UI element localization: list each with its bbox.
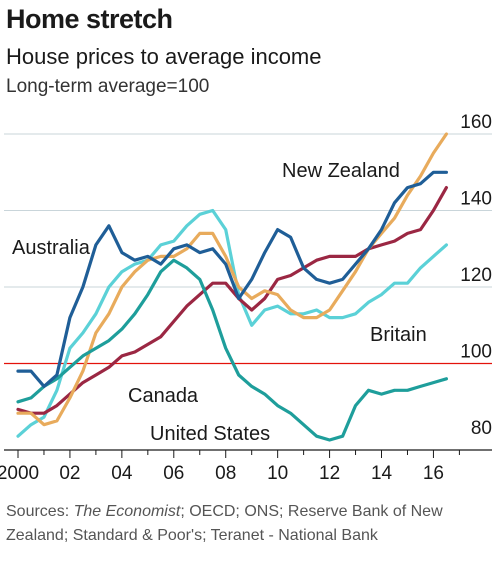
series-line-canada: [16, 186, 448, 415]
x-tick-label: 08: [215, 463, 236, 484]
chart-unit-note: Long-term average=100: [6, 76, 210, 97]
series-label-britain: Britain: [370, 324, 427, 346]
chart-title: Home stretch: [6, 4, 173, 34]
series-label-australia: Australia: [12, 237, 91, 259]
x-tick-label: 10: [267, 463, 288, 484]
y-tick-label: 80: [471, 418, 492, 439]
x-tick-label: 12: [319, 463, 340, 484]
series-label-canada: Canada: [128, 385, 199, 407]
series-line-australia: [16, 170, 448, 388]
x-tick-label: 14: [371, 463, 393, 484]
x-tick-label: 2000: [0, 463, 39, 484]
series-label-united-states: United States: [150, 423, 270, 445]
line-chart: 80 100 120 140 160 2000 02 04 06 08 10 12 14 16 Aust…: [0, 112, 492, 484]
y-tick-label: 140: [460, 189, 492, 210]
x-tick-label: 04: [111, 463, 133, 484]
series-line-united-states: [16, 258, 448, 442]
y-axis-ticks: 80 100 120 140 160: [460, 112, 492, 439]
x-axis: 2000 02 04 06 08 10 12 14 16: [0, 449, 492, 484]
x-tick-label: 02: [59, 463, 80, 484]
y-tick-label: 160: [460, 112, 492, 133]
y-tick-label: 120: [460, 265, 492, 286]
series-layer: [16, 132, 448, 442]
source-italic: The Economist: [73, 503, 181, 520]
y-tick-label: 100: [460, 342, 492, 363]
chart-subtitle: House prices to average income: [6, 44, 322, 69]
x-tick-label: 16: [423, 463, 444, 484]
source-rest: ; OECD; ONS; Reserve Bank of New Zealand…: [6, 503, 443, 544]
series-label-new-zealand: New Zealand: [282, 160, 400, 182]
source-note: Sources: The Economist; OECD; ONS; Reser…: [6, 500, 494, 548]
source-prefix: Sources:: [6, 503, 74, 520]
x-tick-label: 06: [163, 463, 184, 484]
series-labels: Australia New Zealand Britain Canada United …: [12, 160, 427, 445]
series-line-britain: [16, 208, 448, 438]
